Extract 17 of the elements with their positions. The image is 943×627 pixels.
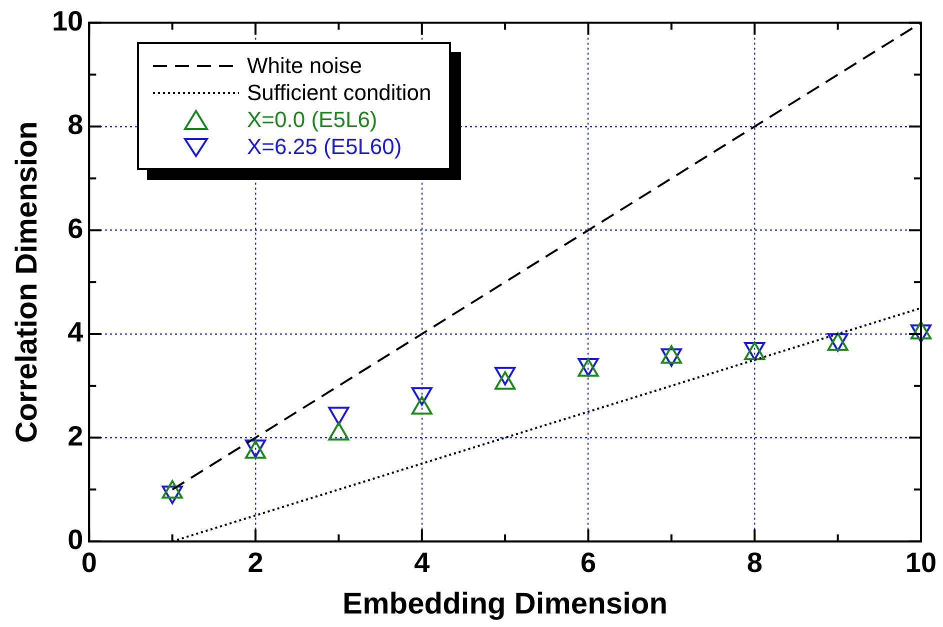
legend-label: X=6.25 (E5L60): [247, 134, 402, 160]
legend-label: Sufficient condition: [247, 80, 432, 106]
y-axis-title: Correlation Dimension: [10, 121, 44, 443]
x-tick-label: 10: [905, 546, 937, 578]
x-tick-label: 4: [414, 546, 430, 578]
y-tick-label: 2: [68, 420, 84, 452]
legend-label: X=0.0 (E5L6): [247, 106, 378, 132]
y-tick-label: 4: [68, 316, 84, 348]
x-axis-title: Embedding Dimension: [342, 587, 668, 620]
x-tick-label: 8: [746, 546, 762, 578]
legend-label: White noise: [247, 52, 362, 78]
y-tick-label: 10: [52, 6, 84, 37]
y-tick-label: 8: [68, 109, 84, 140]
x-tick-label: 2: [248, 546, 264, 578]
x-tick-label: 6: [580, 546, 596, 578]
y-tick-label: 6: [68, 212, 84, 244]
y-tick-label: 0: [68, 524, 84, 556]
